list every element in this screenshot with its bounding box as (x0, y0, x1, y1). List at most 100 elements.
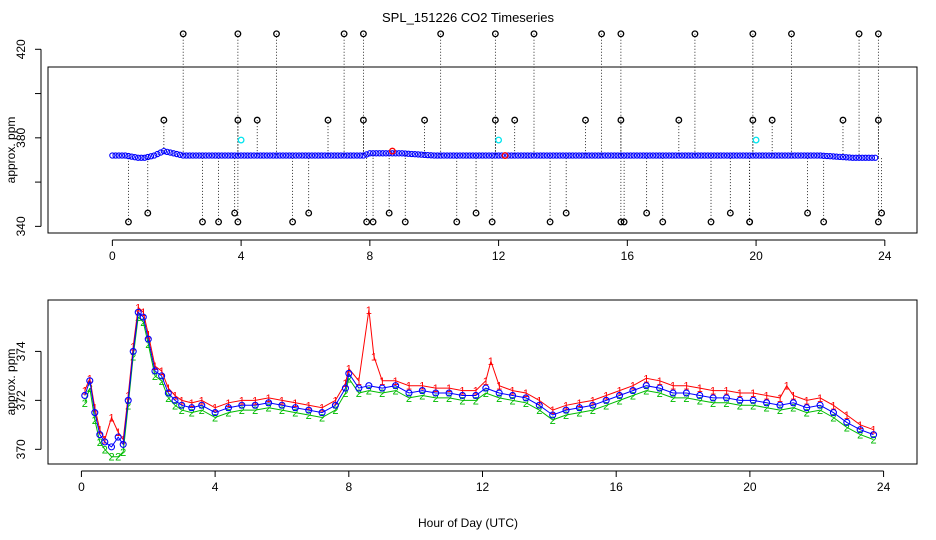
bottom-red-point: 1 (379, 376, 385, 388)
bottom-green-point: 2 (723, 398, 729, 410)
top-baseline-point (579, 152, 586, 159)
top-outlier-low (874, 218, 882, 226)
top-baseline-point (608, 152, 615, 159)
top-outlier-low (215, 218, 223, 226)
top-outlier-low (643, 209, 651, 217)
top-x-tick-label: 16 (621, 249, 635, 263)
top-baseline-point (492, 152, 499, 159)
bottom-green-point: 2 (366, 386, 372, 398)
top-outlier-high (234, 30, 242, 38)
bottom-green-point: 2 (266, 403, 272, 415)
bottom-x-tick-label: 12 (476, 480, 490, 494)
top-baseline-point (582, 152, 589, 159)
top-baseline-point (743, 152, 750, 159)
bottom-y-tick-label: 374 (14, 341, 28, 361)
top-baseline-point (546, 152, 554, 159)
bottom-red-point: 1 (179, 395, 185, 407)
top-baseline-point (398, 150, 406, 157)
bottom-green-point: 2 (406, 393, 412, 405)
top-baseline-point (141, 154, 148, 161)
top-baseline-point (624, 152, 631, 159)
top-baseline-point (666, 152, 673, 159)
top-baseline-point (852, 154, 859, 161)
top-baseline-point (208, 152, 216, 159)
bottom-blue-point (749, 396, 757, 404)
top-x-tick-label: 8 (367, 249, 374, 263)
top-outlier-low (453, 218, 461, 226)
bottom-x-tick-label: 20 (743, 480, 757, 494)
top-baseline-point (575, 152, 583, 159)
bottom-blue-point (345, 369, 353, 377)
top-baseline-point (443, 152, 451, 159)
top-outlier-low (746, 218, 754, 226)
bottom-blue-point (535, 401, 543, 409)
top-baseline-point (189, 152, 196, 159)
bottom-green-point: 2 (212, 412, 218, 424)
top-baseline-point (263, 152, 271, 159)
top-outlier-high (340, 30, 348, 38)
top-baseline-point (514, 152, 522, 159)
top-baseline-point (315, 152, 322, 159)
top-outlier-low (234, 218, 242, 226)
top-baseline-point (620, 152, 628, 159)
bottom-green-point: 2 (830, 412, 836, 424)
top-outlier-mid (582, 116, 589, 124)
top-cyan-point (495, 136, 503, 144)
bottom-red-point: 1 (135, 302, 141, 314)
top-baseline-point (160, 147, 168, 155)
bottom-blue-point (114, 433, 122, 441)
bottom-green-point: 2 (159, 376, 165, 388)
top-baseline-point (495, 152, 502, 159)
bottom-blue-point (86, 377, 94, 385)
bottom-red-point: 1 (393, 376, 399, 388)
bottom-blue-point (615, 391, 624, 400)
top-baseline-point (344, 152, 351, 159)
bottom-blue-point (305, 406, 313, 414)
top-baseline-point (311, 152, 319, 159)
bottom-red-point: 1 (239, 395, 245, 407)
bottom-red-point: 1 (332, 395, 338, 407)
bottom-blue-point (265, 399, 273, 407)
top-baseline-point (659, 152, 666, 159)
top-baseline-point (630, 152, 637, 159)
top-baseline-point (273, 152, 280, 159)
bottom-red-point: 1 (371, 351, 377, 363)
bottom-red-point: 1 (473, 386, 479, 398)
top-baseline-point (572, 152, 579, 159)
bottom-green-point: 2 (536, 405, 542, 417)
top-baseline-point (569, 152, 576, 159)
bottom-green-point: 2 (115, 452, 121, 464)
bottom-red-point: 1 (683, 381, 689, 393)
bottom-blue-point (722, 394, 731, 402)
top-baseline-point (434, 152, 441, 159)
top-baseline-point (109, 152, 116, 159)
top-baseline-point (566, 152, 573, 159)
top-baseline-point (147, 153, 155, 160)
top-baseline-point (688, 152, 695, 159)
top-baseline-point (202, 152, 209, 159)
top-outlier-mid (839, 116, 847, 124)
bottom-y-tick-label: 372 (14, 390, 28, 410)
top-baseline-point (769, 152, 776, 159)
bottom-green-point: 2 (102, 444, 108, 456)
top-baseline-point (801, 152, 808, 159)
top-baseline-point (843, 154, 850, 161)
bottom-green-point: 2 (87, 383, 93, 395)
top-baseline-point (656, 152, 663, 159)
top-baseline-point (482, 152, 489, 159)
bottom-blue-point (318, 409, 326, 417)
bottom-blue-point (458, 391, 466, 400)
bottom-red-point: 1 (446, 383, 452, 395)
bottom-green-point: 2 (750, 400, 756, 412)
bottom-green-point: 2 (120, 447, 126, 459)
bottom-blue-point (418, 387, 426, 395)
top-outlier-low (620, 218, 628, 226)
top-baseline-point (839, 153, 847, 161)
bottom-blue-point (869, 431, 878, 439)
top-baseline-point (411, 151, 419, 158)
top-baseline-point (524, 152, 531, 159)
bottom-red-point: 1 (366, 305, 372, 317)
bottom-blue-point (843, 418, 851, 426)
bottom-green-point: 2 (473, 395, 479, 407)
